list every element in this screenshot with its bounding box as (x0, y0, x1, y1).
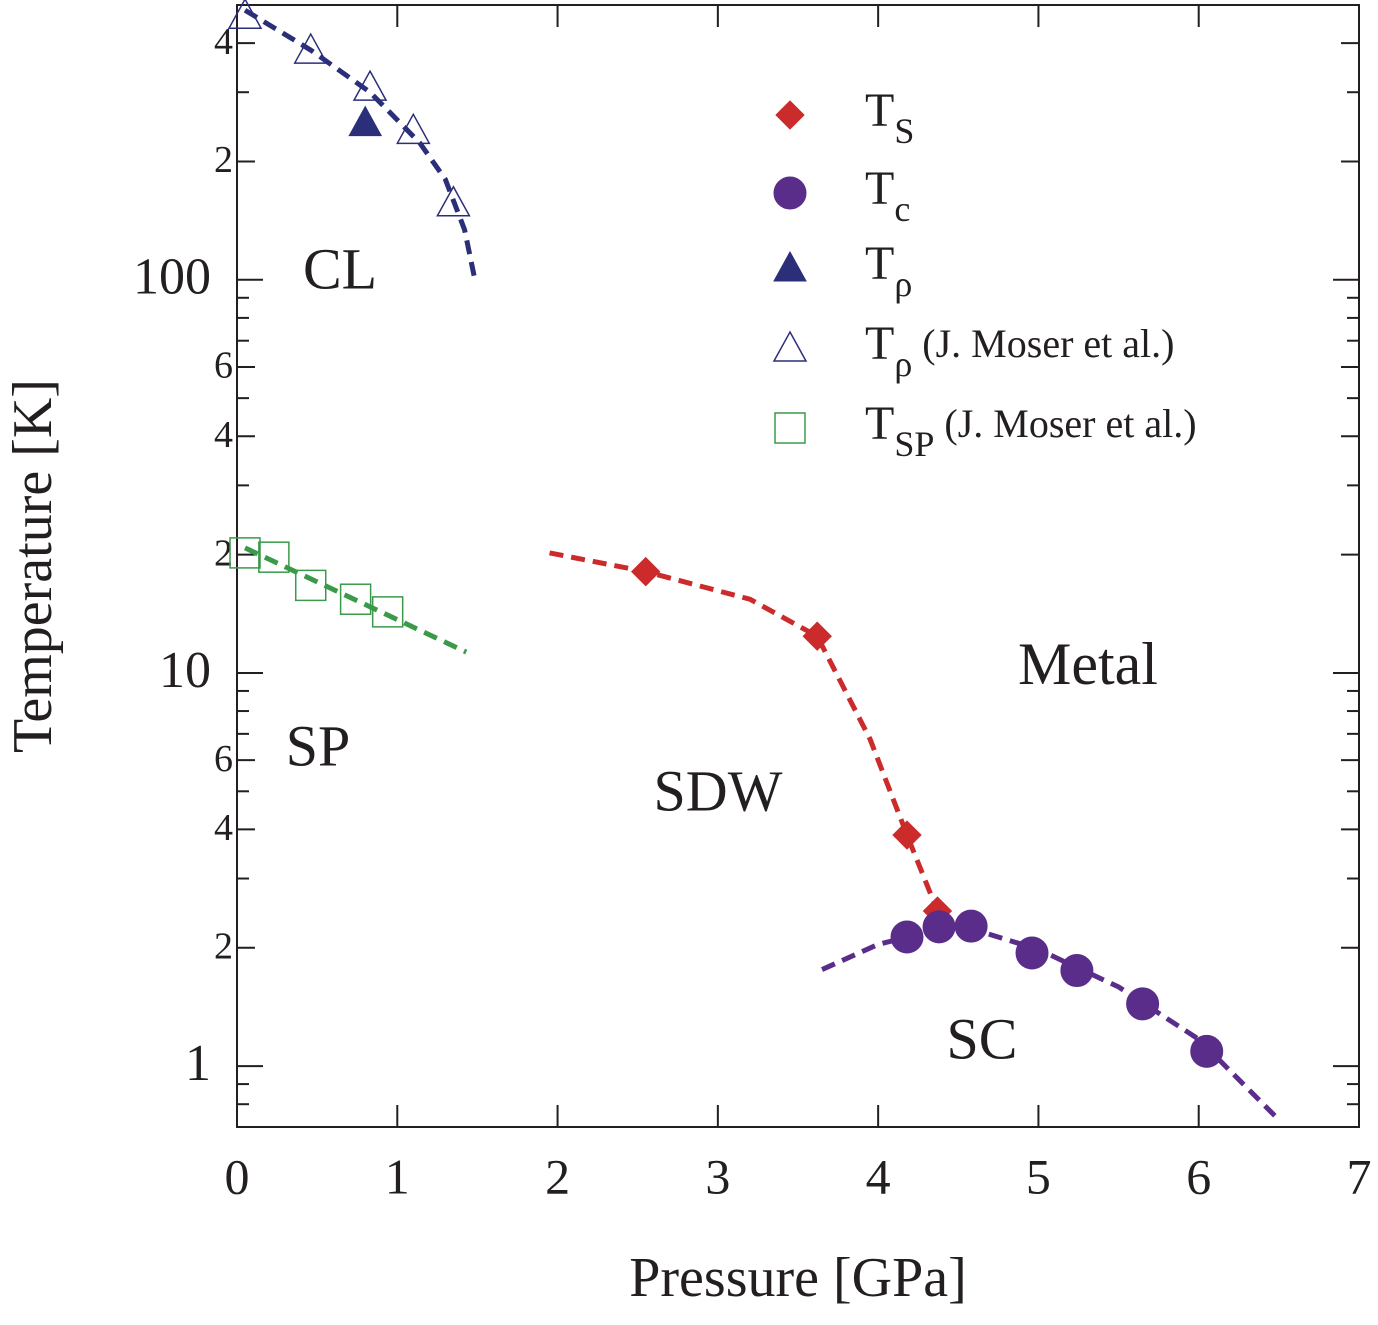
marker (922, 910, 956, 944)
legend-name: T (865, 84, 894, 137)
legend-subscript: c (894, 189, 910, 229)
region-label: CL (303, 236, 377, 301)
y-tick-label: 100 (133, 249, 211, 306)
marker (293, 32, 329, 64)
legend-suffix: (J. Moser et al.) (912, 321, 1174, 366)
region-label: SDW (654, 758, 783, 823)
y-tick-label: 6 (214, 738, 233, 780)
marker (294, 569, 327, 602)
marker (371, 596, 404, 628)
marker (339, 583, 372, 615)
legend-name: T (865, 237, 894, 290)
x-tick-label: 6 (1186, 1148, 1211, 1204)
legend-marker (772, 330, 808, 362)
y-tick-label: 6 (214, 345, 233, 387)
y-axis-label: Temperature [K] (2, 379, 64, 753)
x-tick-label: 0 (225, 1148, 250, 1204)
legend-name: T (865, 162, 894, 215)
y-tick-label: 4 (214, 807, 233, 849)
x-tick-label: 3 (705, 1148, 730, 1204)
legend-label: Tρ (J. Moser et al.) (865, 317, 1174, 384)
legend-marker (773, 176, 807, 210)
x-tick-label: 4 (866, 1148, 891, 1204)
marker (892, 820, 922, 850)
legend-marker (775, 100, 805, 130)
y-tick-label: 4 (214, 414, 233, 456)
x-tick-label: 2 (545, 1148, 570, 1204)
legend-subscript: SP (894, 424, 934, 464)
legend-subscript: ρ (894, 264, 912, 304)
fit-line (243, 545, 468, 655)
y-tick-label: 2 (214, 925, 233, 967)
legend-label: TS (865, 84, 914, 151)
x-tick-label: 5 (1026, 1148, 1051, 1204)
x-axis-label: Pressure [GPa] (629, 1247, 966, 1309)
marker (436, 185, 471, 217)
marker (1060, 954, 1094, 988)
legend-subscript: S (894, 111, 914, 151)
region-label: SP (286, 713, 351, 778)
marker (258, 541, 290, 573)
marker (348, 105, 383, 137)
legend-marker (774, 412, 806, 444)
x-tick-label: 7 (1347, 1148, 1372, 1204)
marker (802, 621, 832, 651)
legend-subscript: ρ (894, 344, 912, 384)
legend-name: T (865, 397, 894, 450)
y-tick-label: 1 (185, 1035, 211, 1092)
fit-line (821, 922, 1281, 1122)
marker (229, 537, 261, 569)
marker (1126, 987, 1160, 1021)
marker (1015, 936, 1049, 970)
y-tick-label: 2 (214, 139, 233, 181)
marker (890, 920, 924, 954)
region-label: Metal (1018, 631, 1158, 697)
y-tick-label: 4 (214, 21, 233, 63)
marker (631, 556, 661, 587)
fit-line (549, 550, 945, 925)
marker (1190, 1034, 1224, 1068)
plot-frame (236, 4, 1360, 1128)
legend-name: T (865, 317, 894, 370)
legend-label: Tc (865, 162, 910, 229)
legend-label: Tρ (865, 237, 912, 304)
legend-marker (773, 250, 807, 282)
legend-label: TSP (J. Moser et al.) (865, 397, 1197, 464)
marker (954, 909, 988, 943)
marker (352, 69, 388, 101)
legend-suffix: (J. Moser et al.) (934, 401, 1196, 446)
marker (396, 112, 431, 145)
y-tick-label: 10 (159, 642, 211, 699)
region-label: SC (947, 1006, 1018, 1071)
x-tick-label: 1 (385, 1148, 410, 1204)
y-tick-label: 2 (214, 532, 233, 574)
marker (227, 0, 263, 29)
